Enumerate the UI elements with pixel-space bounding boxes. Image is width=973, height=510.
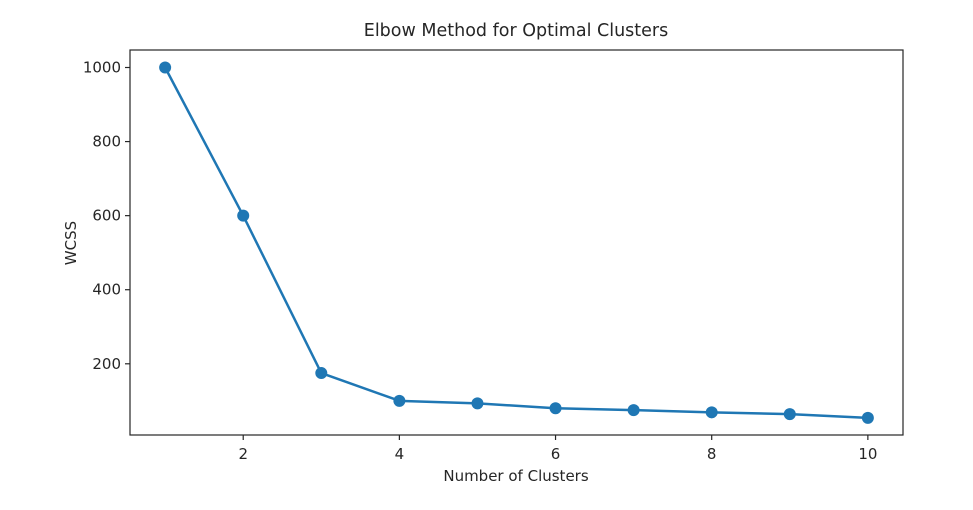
x-tick-label: 4 bbox=[395, 445, 405, 463]
data-point-k1 bbox=[159, 61, 172, 74]
y-tick-label: 400 bbox=[92, 281, 121, 299]
data-point-k10 bbox=[861, 411, 874, 424]
data-point-k9 bbox=[783, 408, 796, 421]
y-tick-label: 1000 bbox=[83, 59, 121, 77]
data-point-k4 bbox=[393, 394, 406, 407]
x-tick-label: 2 bbox=[238, 445, 248, 463]
data-point-k6 bbox=[549, 402, 562, 415]
x-tick-label: 6 bbox=[551, 445, 561, 463]
plot-area bbox=[129, 49, 904, 436]
data-point-k7 bbox=[627, 404, 640, 417]
x-tick-label: 8 bbox=[707, 445, 717, 463]
data-point-k8 bbox=[705, 406, 718, 419]
y-axis-label: WCSS bbox=[62, 221, 80, 265]
x-axis-label: Number of Clusters bbox=[443, 467, 588, 485]
data-series bbox=[159, 61, 874, 424]
data-point-k5 bbox=[471, 397, 484, 410]
data-point-k3 bbox=[315, 367, 328, 380]
y-tick-label: 600 bbox=[92, 207, 121, 225]
wcss-line bbox=[163, 66, 870, 420]
axis-ticks: 2 4 6 8 10 200 400 600 800 1000 bbox=[83, 59, 878, 464]
data-point-k2 bbox=[237, 209, 250, 222]
x-tick-label: 10 bbox=[858, 445, 877, 463]
chart-title: Elbow Method for Optimal Clusters bbox=[364, 21, 668, 41]
y-tick-label: 200 bbox=[92, 355, 121, 373]
y-tick-label: 800 bbox=[92, 133, 121, 151]
